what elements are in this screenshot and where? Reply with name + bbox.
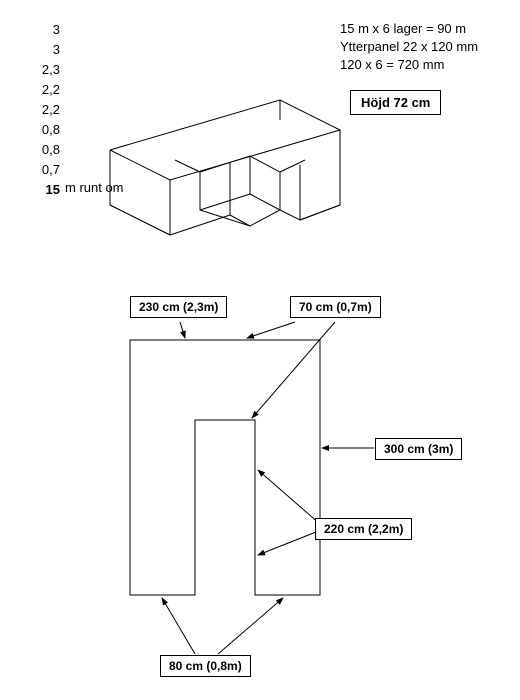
diagram-svg — [0, 0, 520, 700]
plan-shape — [130, 340, 320, 595]
iso-shape — [110, 100, 340, 235]
dim-220: 220 cm (2,2m) — [315, 518, 412, 540]
dim-300: 300 cm (3m) — [375, 438, 462, 460]
dim-80: 80 cm (0,8m) — [160, 655, 251, 677]
arrows — [162, 322, 374, 654]
dim-230: 230 cm (2,3m) — [130, 296, 227, 318]
page-canvas: 3 3 2,3 2,2 2,2 0,8 0,8 0,7 15 m runt om… — [0, 0, 520, 700]
dim-70: 70 cm (0,7m) — [290, 296, 381, 318]
